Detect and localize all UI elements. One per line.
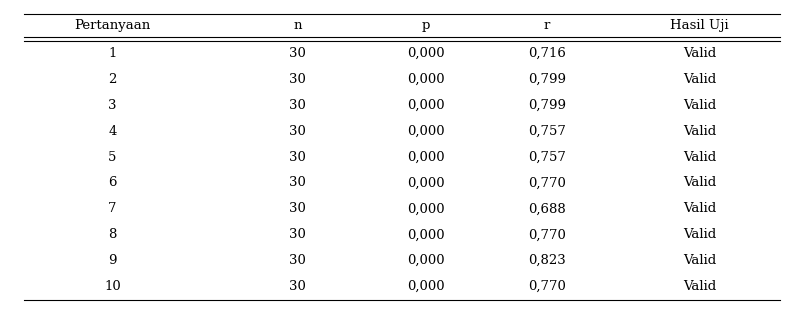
Text: 0,000: 0,000 (407, 280, 444, 293)
Text: 0,799: 0,799 (527, 73, 565, 86)
Text: 30: 30 (289, 202, 305, 215)
Text: 0,000: 0,000 (407, 99, 444, 112)
Text: 0,000: 0,000 (407, 254, 444, 267)
Text: Valid: Valid (682, 280, 715, 293)
Text: 2: 2 (108, 73, 116, 86)
Text: 5: 5 (108, 151, 116, 163)
Text: 0,000: 0,000 (407, 151, 444, 163)
Text: 9: 9 (108, 254, 116, 267)
Text: 30: 30 (289, 73, 305, 86)
Text: 0,757: 0,757 (527, 125, 565, 138)
Text: Valid: Valid (682, 177, 715, 189)
Text: 30: 30 (289, 177, 305, 189)
Text: 30: 30 (289, 228, 305, 241)
Text: 0,000: 0,000 (407, 177, 444, 189)
Text: 10: 10 (104, 280, 120, 293)
Text: 0,000: 0,000 (407, 125, 444, 138)
Text: 0,000: 0,000 (407, 202, 444, 215)
Text: 0,000: 0,000 (407, 47, 444, 60)
Text: 30: 30 (289, 47, 305, 60)
Text: 30: 30 (289, 151, 305, 163)
Text: Valid: Valid (682, 228, 715, 241)
Text: 7: 7 (108, 202, 116, 215)
Text: Valid: Valid (682, 47, 715, 60)
Text: 0,770: 0,770 (527, 177, 565, 189)
Text: 0,770: 0,770 (527, 280, 565, 293)
Text: p: p (422, 19, 430, 32)
Text: r: r (543, 19, 549, 32)
Text: 0,716: 0,716 (527, 47, 565, 60)
Text: 4: 4 (108, 125, 116, 138)
Text: 0,688: 0,688 (528, 202, 565, 215)
Text: 6: 6 (108, 177, 116, 189)
Text: 1: 1 (108, 47, 116, 60)
Text: Valid: Valid (682, 73, 715, 86)
Text: 0,000: 0,000 (407, 73, 444, 86)
Text: Valid: Valid (682, 151, 715, 163)
Text: 30: 30 (289, 125, 305, 138)
Text: 0,000: 0,000 (407, 228, 444, 241)
Text: Hasil Uji: Hasil Uji (670, 19, 728, 32)
Text: 8: 8 (108, 228, 116, 241)
Text: Valid: Valid (682, 125, 715, 138)
Text: 0,823: 0,823 (528, 254, 565, 267)
Text: Pertanyaan: Pertanyaan (75, 19, 150, 32)
Text: Valid: Valid (682, 99, 715, 112)
Text: Valid: Valid (682, 254, 715, 267)
Text: 30: 30 (289, 99, 305, 112)
Text: 0,770: 0,770 (527, 228, 565, 241)
Text: 3: 3 (108, 99, 116, 112)
Text: 0,757: 0,757 (527, 151, 565, 163)
Text: Valid: Valid (682, 202, 715, 215)
Text: n: n (293, 19, 301, 32)
Text: 30: 30 (289, 254, 305, 267)
Text: 30: 30 (289, 280, 305, 293)
Text: 0,799: 0,799 (527, 99, 565, 112)
